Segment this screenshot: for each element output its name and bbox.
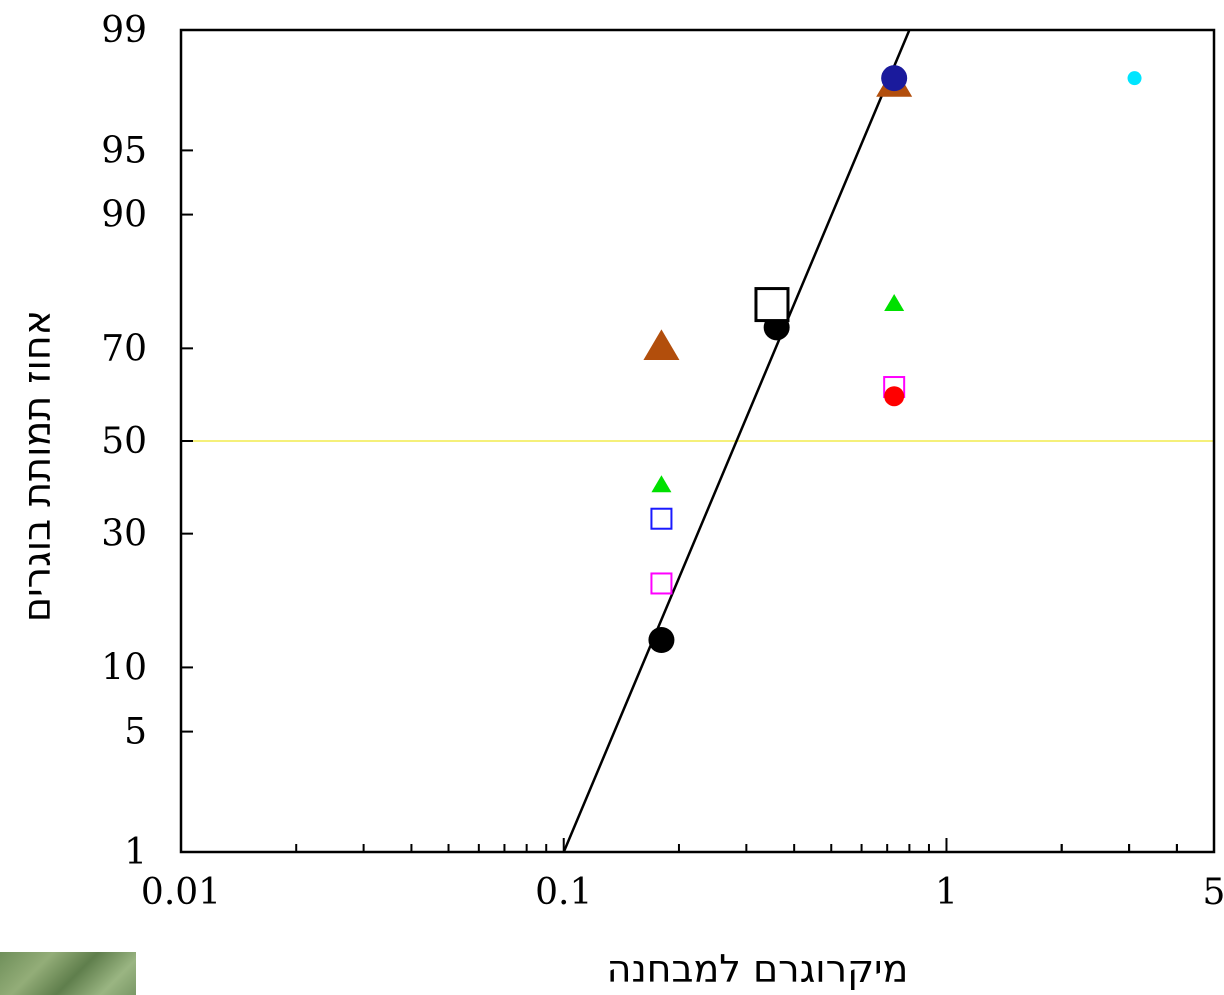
- y-tick-label: 70: [101, 328, 147, 369]
- y-tick-label: 50: [101, 421, 147, 462]
- data-point-triangle-filled: [643, 329, 680, 360]
- fit-line: [562, 29, 911, 853]
- data-points: [643, 65, 1142, 654]
- data-point-triangle-filled: [884, 294, 905, 312]
- y-tick-label: 90: [101, 195, 147, 236]
- fit-line-layer: [562, 29, 911, 853]
- data-point-triangle-filled: [651, 475, 672, 493]
- y-tick-labels: 1 5 10 30 50 70 90 95 99: [101, 10, 147, 873]
- data-point-square-open: [650, 572, 673, 595]
- data-point-square-open: [754, 287, 790, 323]
- y-tick-label: 95: [101, 130, 147, 171]
- data-point-circle-filled: [1127, 71, 1142, 86]
- y-tick-label: 99: [101, 10, 147, 51]
- y-tick-label: 30: [101, 514, 147, 555]
- data-point-circle-filled: [884, 386, 905, 407]
- y-axis-title: אחוז תמותת בוגרים: [15, 310, 59, 622]
- x-axis-title: מיקרוגרם למבחנה: [607, 947, 909, 991]
- y-tick-label: 5: [124, 712, 147, 753]
- y-tick-label: 10: [101, 647, 147, 688]
- y-tick-label: 1: [124, 832, 147, 873]
- x-tick-label: 1: [935, 872, 958, 913]
- x-tick-label: 0.1: [535, 872, 592, 913]
- axis-ticks: [180, 29, 1215, 853]
- data-point-square-open: [650, 507, 673, 530]
- leaf-image-thumbnail: [0, 952, 136, 995]
- x-tick-label: 0.01: [141, 872, 221, 913]
- data-point-circle-filled: [648, 627, 675, 654]
- x-tick-label: 5: [1203, 872, 1224, 913]
- data-point-circle-filled: [881, 65, 908, 92]
- x-tick-labels: 0.01 0.1 1 5: [141, 872, 1224, 913]
